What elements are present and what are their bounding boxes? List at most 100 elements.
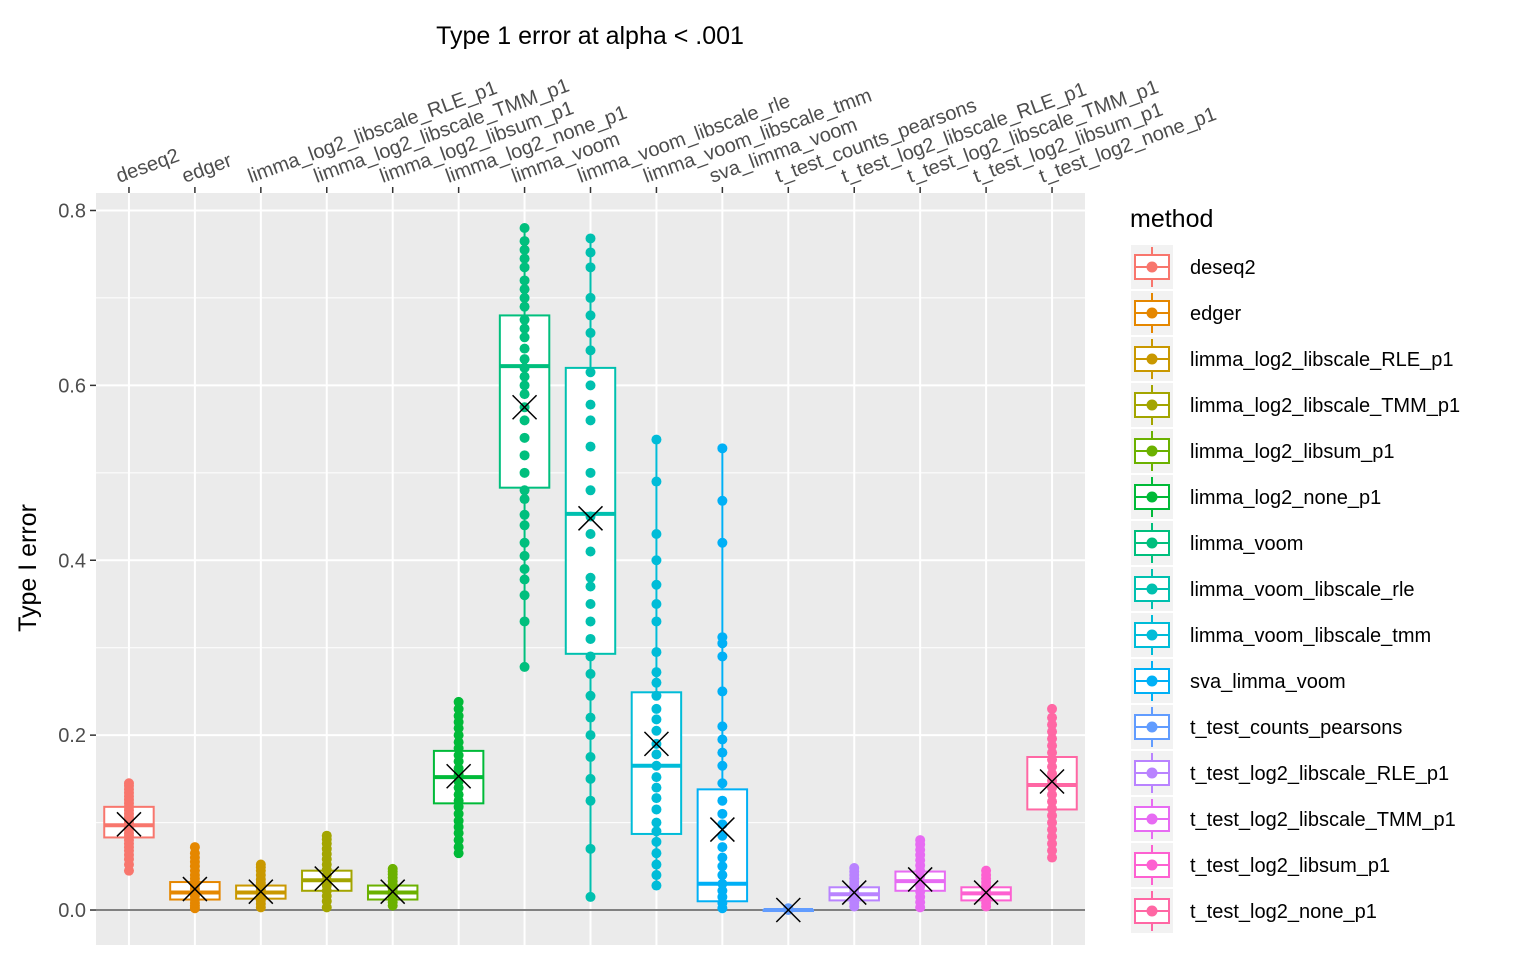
- data-point: [519, 244, 530, 255]
- legend-key-point: [1146, 353, 1158, 365]
- data-point: [651, 677, 662, 688]
- data-point: [717, 885, 728, 896]
- data-point: [651, 859, 662, 870]
- data-point: [651, 817, 662, 828]
- box-group-t_test_log2_libscale_TMM_p1: [894, 835, 946, 913]
- data-point: [651, 793, 662, 804]
- data-point: [717, 778, 728, 789]
- mean-marker-b: [380, 879, 406, 905]
- legend-label: edger: [1190, 303, 1241, 325]
- data-point: [519, 362, 530, 373]
- data-point: [519, 509, 530, 520]
- data-point: [717, 819, 728, 830]
- data-point: [585, 795, 596, 806]
- data-point: [1047, 831, 1058, 842]
- legend-label: limma_log2_libscale_RLE_p1: [1190, 349, 1454, 371]
- data-point: [981, 865, 992, 876]
- box-group-limma_log2_libsum_p1: [366, 863, 419, 911]
- data-point: [453, 730, 464, 741]
- data-point: [453, 763, 464, 774]
- legend-item-limma_log2_libscale_TMM_p1: limma_log2_libscale_TMM_p1: [1131, 383, 1460, 427]
- data-point: [585, 712, 596, 723]
- data-point: [519, 616, 530, 627]
- data-point: [1047, 789, 1058, 800]
- data-point: [717, 808, 728, 819]
- data-point: [519, 354, 530, 365]
- mean-marker-b: [446, 763, 472, 789]
- data-point: [519, 494, 530, 505]
- data-point: [453, 703, 464, 714]
- chart-title: Type 1 error at alpha < .001: [436, 22, 744, 50]
- data-point: [519, 389, 530, 400]
- legend-key-point: [1146, 583, 1158, 595]
- legend-label: limma_log2_none_p1: [1190, 487, 1381, 509]
- legend: method deseq2 edger limma_log2_libscale_RL…: [1130, 205, 1460, 933]
- data-point: [519, 485, 530, 496]
- data-point: [717, 870, 728, 881]
- data-point: [717, 760, 728, 771]
- data-point: [387, 863, 398, 874]
- y-tick-label: 0.6: [58, 375, 86, 397]
- legend-item-limma_voom_libscale_tmm: limma_voom_libscale_tmm: [1131, 613, 1431, 657]
- mean-marker-b: [841, 880, 867, 906]
- data-point: [651, 848, 662, 859]
- data-point: [1047, 810, 1058, 821]
- data-point: [453, 815, 464, 826]
- data-point: [717, 830, 728, 841]
- data-point: [519, 222, 530, 233]
- data-point: [585, 247, 596, 258]
- data-point: [519, 590, 530, 601]
- data-point: [1047, 838, 1058, 849]
- data-point: [717, 842, 728, 853]
- legend-item-t_test_log2_libscale_RLE_p1: t_test_log2_libscale_RLE_p1: [1131, 751, 1449, 795]
- data-point: [1047, 852, 1058, 863]
- data-point: [1047, 782, 1058, 793]
- data-point: [651, 725, 662, 736]
- data-point: [453, 835, 464, 846]
- data-point: [1047, 768, 1058, 779]
- data-point: [585, 380, 596, 391]
- mean-marker-b: [775, 897, 801, 923]
- data-point: [585, 633, 596, 644]
- legend-key-point: [1146, 399, 1158, 411]
- data-point: [717, 852, 728, 863]
- data-point: [1047, 754, 1058, 765]
- legend-item-edger: edger: [1131, 291, 1241, 335]
- legend-label: t_test_log2_libscale_TMM_p1: [1190, 809, 1456, 831]
- data-point: [519, 520, 530, 531]
- data-point: [717, 861, 728, 872]
- data-point: [585, 581, 596, 592]
- box-group-limma_voom_libscale_rle: [564, 233, 617, 902]
- legend-title: method: [1130, 205, 1213, 233]
- data-point: [717, 537, 728, 548]
- legend-label: t_test_log2_libscale_RLE_p1: [1190, 763, 1449, 785]
- data-point: [585, 441, 596, 452]
- data-point: [651, 667, 662, 678]
- y-tick-label: 0.4: [58, 550, 86, 572]
- legend-key-point: [1146, 859, 1158, 871]
- box-group-limma_voom: [498, 222, 551, 672]
- legend-item-deseq2: deseq2: [1131, 245, 1256, 289]
- data-point: [651, 529, 662, 540]
- data-point: [585, 292, 596, 303]
- data-point: [651, 749, 662, 760]
- data-point: [651, 434, 662, 445]
- data-point: [585, 598, 596, 609]
- data-point: [585, 572, 596, 583]
- data-point: [585, 690, 596, 701]
- data-point: [651, 782, 662, 793]
- legend-item-t_test_log2_none_p1: t_test_log2_none_p1: [1131, 889, 1377, 933]
- data-point: [849, 863, 860, 874]
- mean-marker-b: [314, 866, 340, 892]
- data-point: [585, 616, 596, 627]
- data-point: [519, 564, 530, 574]
- data-point: [585, 651, 596, 662]
- data-point: [651, 836, 662, 847]
- data-point: [1047, 726, 1058, 737]
- legend-key-point: [1146, 307, 1158, 319]
- legend-key-point: [1146, 491, 1158, 503]
- data-point: [783, 903, 794, 914]
- data-point: [717, 632, 728, 643]
- data-point: [519, 574, 530, 585]
- data-point: [519, 415, 530, 426]
